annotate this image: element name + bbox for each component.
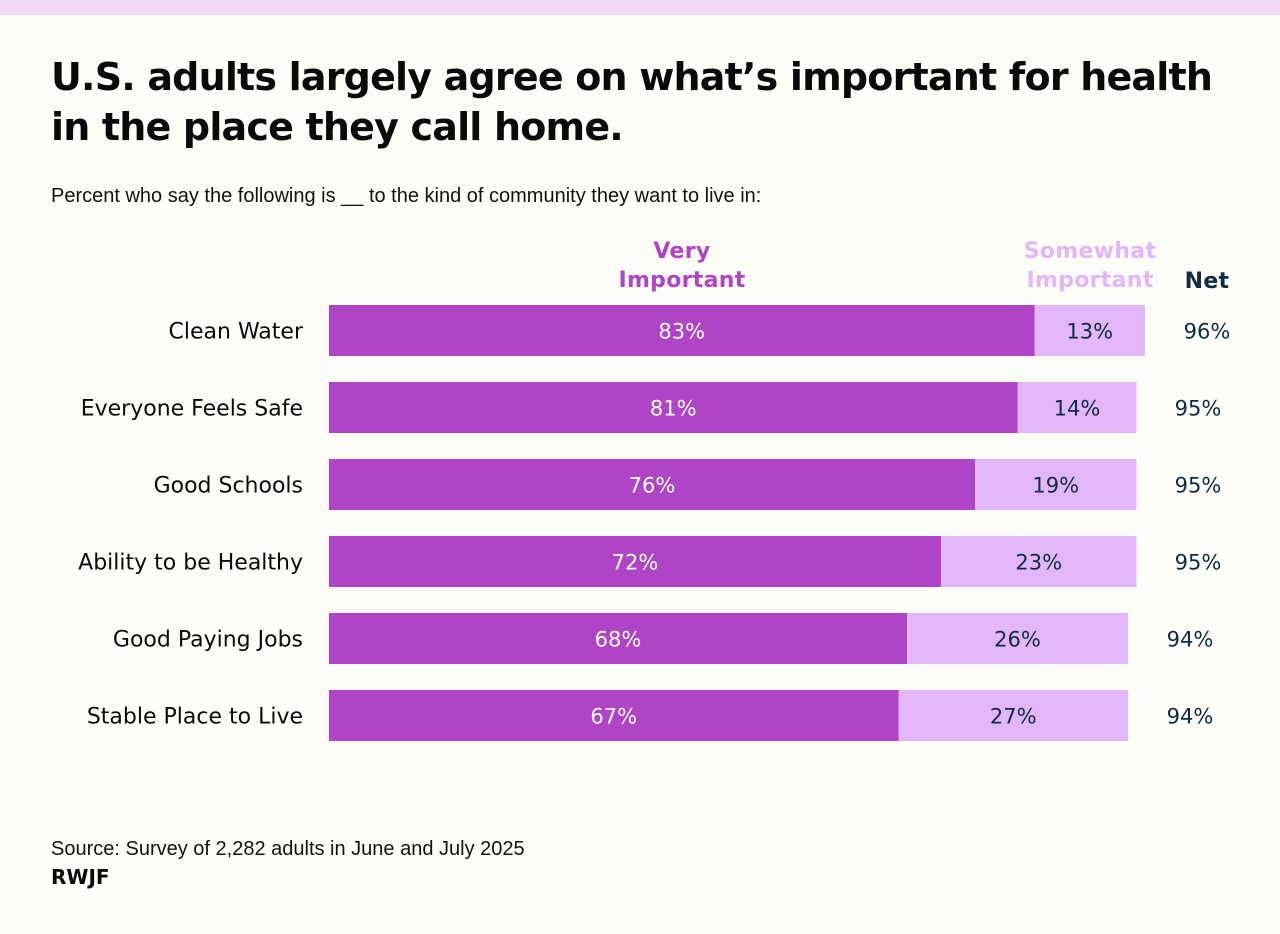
data-label-somewhat-important: 23% xyxy=(1015,551,1062,575)
data-label-net: 95% xyxy=(1175,397,1222,421)
category-label: Good Paying Jobs xyxy=(113,628,303,653)
data-label-net: 94% xyxy=(1167,628,1214,652)
data-label-net: 95% xyxy=(1175,551,1222,575)
bar-very-important xyxy=(329,382,1018,433)
data-label-net: 96% xyxy=(1184,320,1231,344)
top-accent-band xyxy=(0,0,1280,15)
bar-very-important xyxy=(329,536,941,587)
data-label-very-important: 72% xyxy=(612,551,659,575)
data-label-somewhat-important: 26% xyxy=(994,628,1041,652)
data-label-somewhat-important: 14% xyxy=(1054,397,1101,421)
legend-net: Net xyxy=(1184,269,1230,294)
category-label: Clean Water xyxy=(169,320,304,345)
bar-somewhat-important xyxy=(898,690,1128,741)
chart-title: U.S. adults largely agree on what’s impo… xyxy=(51,55,1213,149)
category-label: Ability to be Healthy xyxy=(78,551,303,576)
data-label-net: 95% xyxy=(1175,474,1222,498)
source-note: Source: Survey of 2,282 adults in June a… xyxy=(51,838,525,860)
data-label-net: 94% xyxy=(1167,705,1214,729)
organization-credit: RWJF xyxy=(51,865,110,889)
data-label-very-important: 68% xyxy=(595,628,642,652)
bar-very-important xyxy=(329,613,907,664)
category-label: Everyone Feels Safe xyxy=(81,397,303,422)
bar-somewhat-important xyxy=(975,459,1137,510)
category-label: Stable Place to Live xyxy=(87,705,303,730)
category-label: Good Schools xyxy=(154,474,303,499)
data-label-very-important: 83% xyxy=(658,320,705,344)
bar-somewhat-important xyxy=(1034,305,1145,356)
data-label-very-important: 81% xyxy=(650,397,697,421)
bar-somewhat-important xyxy=(1017,382,1137,433)
bar-very-important xyxy=(329,305,1035,356)
data-label-somewhat-important: 27% xyxy=(990,705,1037,729)
bar-somewhat-important xyxy=(907,613,1128,664)
data-label-somewhat-important: 13% xyxy=(1066,320,1113,344)
data-label-very-important: 76% xyxy=(629,474,676,498)
data-label-somewhat-important: 19% xyxy=(1032,474,1079,498)
legend-somewhat-important: Somewhat Important xyxy=(1023,239,1157,293)
bar-very-important xyxy=(329,459,975,510)
chart-subtitle: Percent who say the following is __ to t… xyxy=(51,185,762,207)
data-label-very-important: 67% xyxy=(590,705,637,729)
bar-very-important xyxy=(329,690,899,741)
bar-somewhat-important xyxy=(941,536,1137,587)
legend-very-important: Very Important xyxy=(618,239,746,293)
